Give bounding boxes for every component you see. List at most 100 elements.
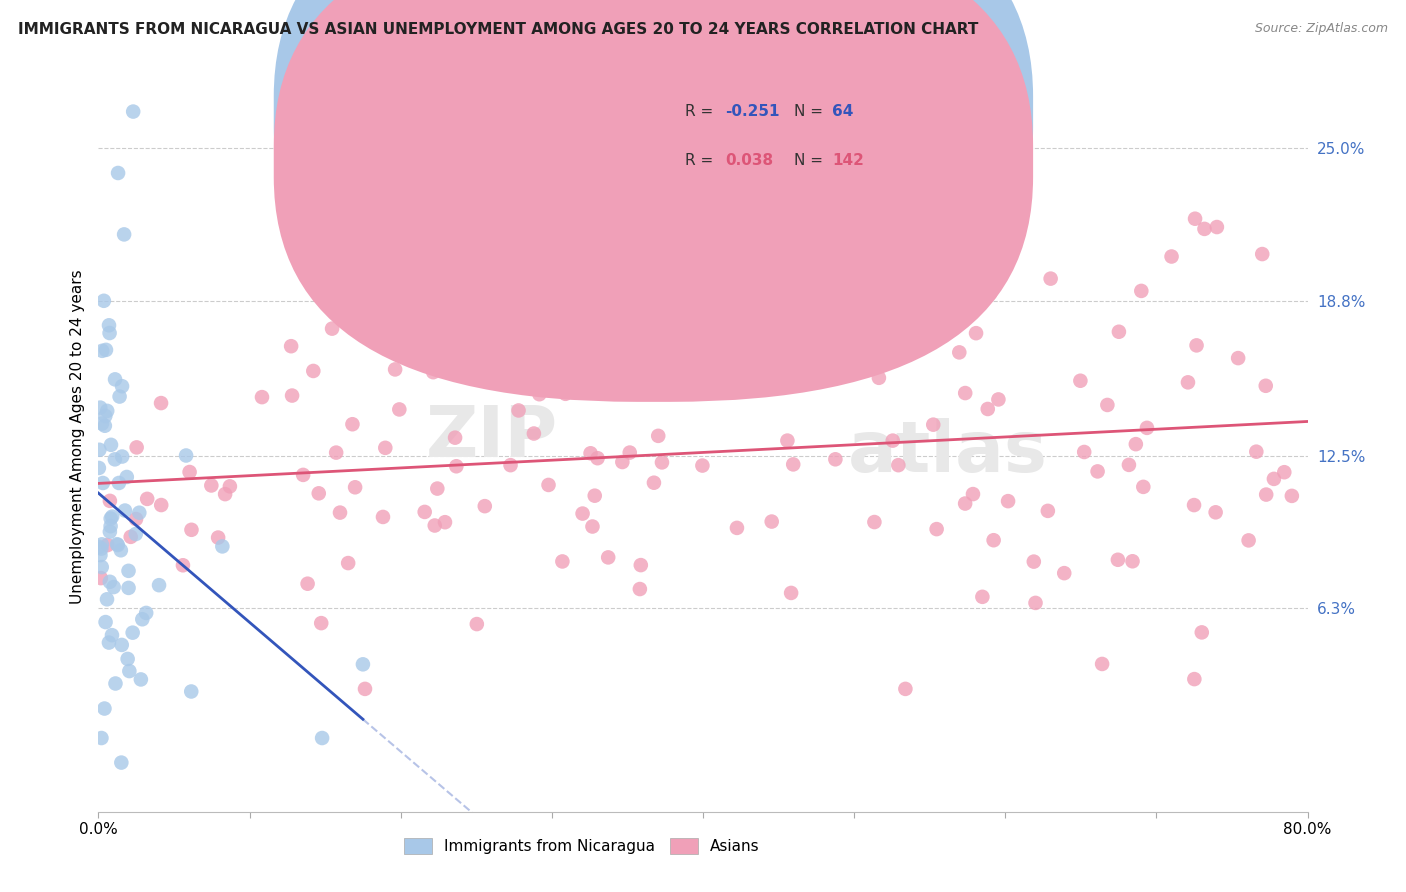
- Point: [110, 756, 132, 770]
- Point: [1091, 657, 1114, 671]
- Point: [103, 580, 125, 594]
- Point: [101, 628, 124, 642]
- Point: [91, 475, 114, 490]
- Point: [474, 499, 496, 513]
- Point: [1182, 672, 1205, 686]
- Point: [1118, 458, 1140, 472]
- Point: [887, 458, 910, 472]
- Point: [446, 459, 468, 474]
- Point: [776, 434, 799, 448]
- Point: [129, 673, 152, 687]
- FancyBboxPatch shape: [274, 0, 1033, 402]
- Point: [1184, 211, 1206, 226]
- Point: [894, 276, 917, 290]
- Point: [423, 518, 446, 533]
- Y-axis label: Unemployment Among Ages 20 to 24 years: Unemployment Among Ages 20 to 24 years: [69, 269, 84, 605]
- Point: [1205, 505, 1227, 519]
- Text: 64: 64: [832, 103, 853, 119]
- Point: [120, 530, 142, 544]
- Point: [374, 441, 396, 455]
- Point: [868, 371, 890, 385]
- Point: [1108, 325, 1130, 339]
- Point: [598, 550, 620, 565]
- Point: [90, 560, 112, 574]
- Point: [1132, 480, 1154, 494]
- Point: [551, 554, 574, 568]
- Point: [135, 606, 157, 620]
- Point: [433, 515, 456, 529]
- Point: [344, 480, 367, 494]
- Point: [1130, 284, 1153, 298]
- Text: R =: R =: [685, 153, 718, 168]
- Point: [671, 361, 693, 376]
- Point: [172, 558, 194, 573]
- Point: [318, 223, 340, 237]
- Point: [214, 487, 236, 501]
- Point: [94, 409, 117, 423]
- Point: [1263, 472, 1285, 486]
- Point: [311, 731, 333, 745]
- Point: [1036, 504, 1059, 518]
- Point: [643, 475, 665, 490]
- Point: [1022, 555, 1045, 569]
- Point: [101, 509, 124, 524]
- Point: [180, 523, 202, 537]
- Point: [94, 343, 117, 357]
- Point: [1194, 222, 1216, 236]
- Point: [118, 664, 141, 678]
- Point: [603, 343, 626, 358]
- Point: [997, 494, 1019, 508]
- Point: [111, 638, 134, 652]
- Point: [778, 352, 800, 367]
- Point: [111, 450, 134, 464]
- Point: [121, 625, 143, 640]
- Point: [422, 365, 444, 379]
- Point: [1185, 338, 1208, 352]
- Point: [100, 511, 122, 525]
- Point: [180, 684, 202, 698]
- Point: [98, 318, 121, 333]
- Point: [1024, 596, 1046, 610]
- Point: [98, 574, 121, 589]
- Point: [579, 446, 602, 460]
- Point: [1206, 220, 1229, 235]
- Point: [922, 417, 945, 432]
- Point: [413, 505, 436, 519]
- Point: [100, 438, 122, 452]
- Point: [302, 364, 325, 378]
- Text: -0.251: -0.251: [724, 103, 779, 119]
- Point: [987, 392, 1010, 407]
- Point: [554, 386, 576, 401]
- Point: [1107, 553, 1129, 567]
- Point: [1246, 444, 1268, 458]
- Point: [96, 538, 118, 552]
- Point: [1121, 554, 1143, 568]
- Point: [112, 227, 135, 242]
- Point: [724, 379, 747, 393]
- Point: [1160, 250, 1182, 264]
- Point: [666, 322, 689, 336]
- Point: [110, 543, 132, 558]
- Point: [782, 458, 804, 472]
- Point: [962, 487, 984, 501]
- Point: [371, 510, 394, 524]
- Point: [1125, 437, 1147, 451]
- Point: [98, 494, 121, 508]
- Point: [108, 390, 131, 404]
- Point: [863, 515, 886, 529]
- Point: [628, 582, 651, 596]
- Point: [586, 451, 609, 466]
- Point: [761, 515, 783, 529]
- Point: [426, 482, 449, 496]
- Point: [1191, 625, 1213, 640]
- Point: [619, 445, 641, 459]
- Point: [136, 491, 159, 506]
- Point: [150, 498, 173, 512]
- Point: [125, 527, 148, 541]
- Point: [1097, 398, 1119, 412]
- Point: [117, 564, 139, 578]
- Point: [125, 512, 148, 526]
- Point: [94, 615, 117, 629]
- Point: [581, 519, 603, 533]
- Text: R =: R =: [685, 103, 718, 119]
